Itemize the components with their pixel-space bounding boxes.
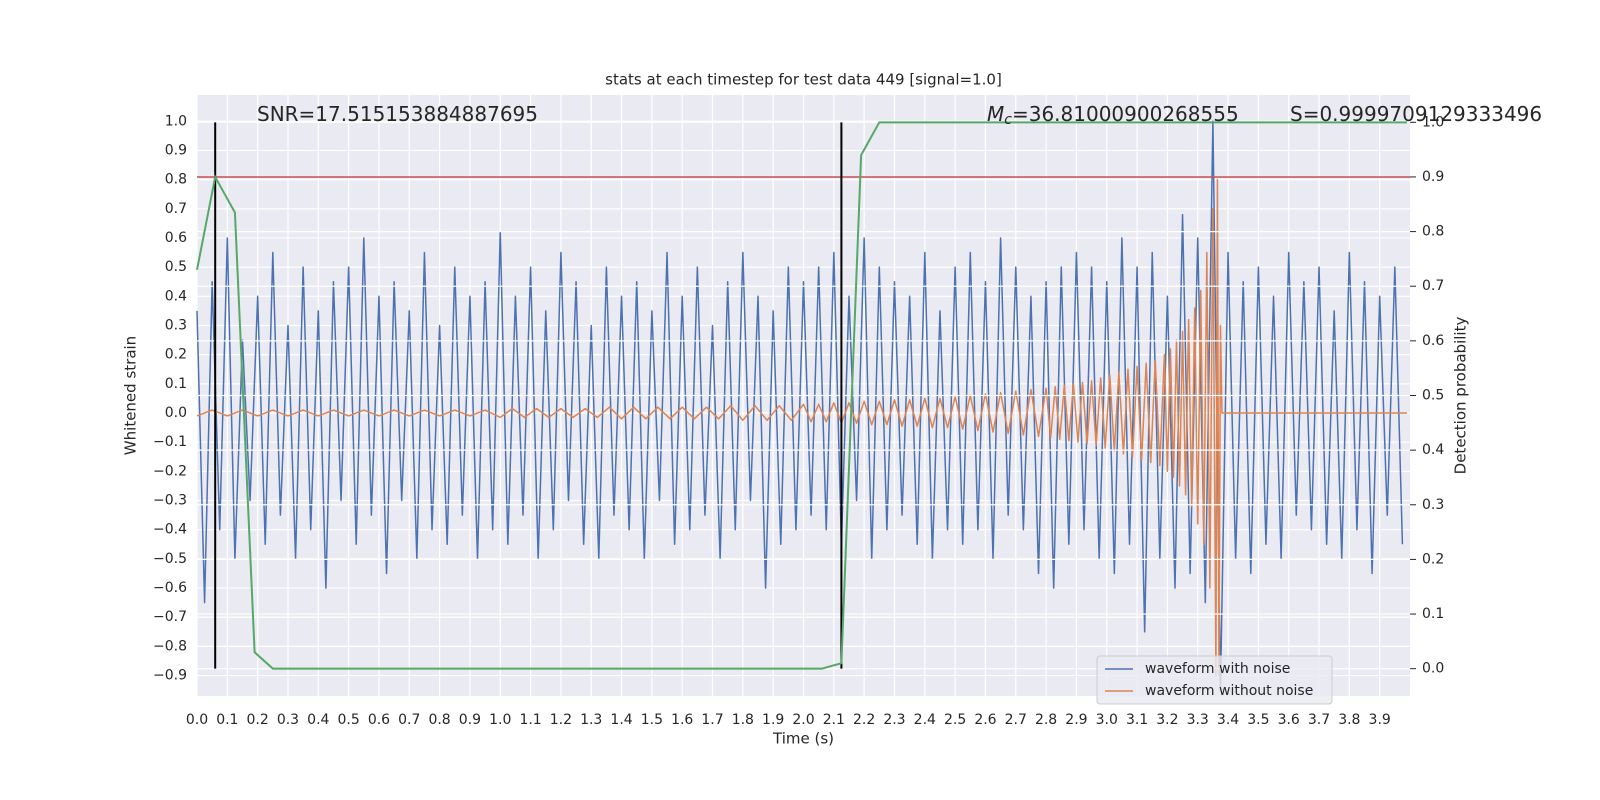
y-tick-label: 0.0: [165, 405, 187, 421]
annotation: Mc=36.81000900268555: [987, 102, 1239, 129]
x-tick-label: 0.0: [186, 712, 208, 728]
x-tick-label: 2.2: [853, 712, 875, 728]
x-tick-label: 0.8: [428, 712, 450, 728]
x-tick-label: 1.2: [550, 712, 572, 728]
annotation-text: SNR=17.515153884887695: [257, 102, 538, 126]
annotation: SNR=17.515153884887695: [257, 102, 538, 126]
x-tick-label: 1.9: [762, 712, 784, 728]
x-tick-label: 3.7: [1308, 712, 1330, 728]
x-tick-label: 3.5: [1247, 712, 1269, 728]
x-tick-label: 2.3: [883, 712, 905, 728]
x-tick-label: 2.5: [944, 712, 966, 728]
y-tick-label: 0.3: [165, 317, 187, 333]
x-tick-label: 2.6: [974, 712, 996, 728]
y-tick-label: 0.6: [165, 230, 187, 246]
annotation-subscript: c: [1004, 112, 1012, 128]
y2-tick-label: 0.7: [1422, 278, 1444, 294]
x-tick-label: 1.7: [701, 712, 723, 728]
x-tick-label: 0.3: [277, 712, 299, 728]
y-tick-label: −0.4: [153, 522, 187, 538]
x-tick-label: 0.4: [307, 712, 329, 728]
x-tick-label: 2.1: [823, 712, 845, 728]
y-tick-label: −0.9: [153, 668, 187, 684]
y2-tick-label: 0.8: [1422, 224, 1444, 240]
x-tick-label: 1.8: [732, 712, 754, 728]
x-tick-label: 2.9: [1065, 712, 1087, 728]
x-tick-label: 2.0: [792, 712, 814, 728]
x-tick-label: 1.5: [641, 712, 663, 728]
y-tick-label: 0.1: [165, 376, 187, 392]
y-tick-label: −0.2: [153, 463, 187, 479]
x-tick-label: 2.4: [914, 712, 936, 728]
legend-label: waveform without noise: [1145, 683, 1313, 699]
y-tick-label: −0.5: [153, 551, 187, 567]
x-axis-label: Time (s): [772, 730, 834, 748]
x-tick-label: 0.6: [368, 712, 390, 728]
x-tick-label: 3.8: [1338, 712, 1360, 728]
y2-tick-label: 0.0: [1422, 661, 1444, 677]
x-tick-label: 3.1: [1126, 712, 1148, 728]
y-axis-label: Whitened strain: [122, 336, 140, 455]
y-tick-label: −0.3: [153, 493, 187, 509]
x-tick-label: 1.3: [580, 712, 602, 728]
annotation-text: =36.81000900268555: [1012, 102, 1239, 126]
x-tick-label: 3.2: [1156, 712, 1178, 728]
legend-label: waveform with noise: [1145, 661, 1290, 677]
chart-title: stats at each timestep for test data 449…: [605, 71, 1002, 89]
annotation: S=0.9999709129333496: [1290, 102, 1542, 126]
y2-tick-label: 0.6: [1422, 333, 1444, 349]
y-tick-label: 0.2: [165, 347, 187, 363]
y-tick-label: 0.9: [165, 142, 187, 158]
annotation-text: S=0.9999709129333496: [1290, 102, 1542, 126]
x-tick-label: 3.9: [1369, 712, 1391, 728]
x-tick-label: 3.4: [1217, 712, 1239, 728]
x-tick-label: 1.1: [519, 712, 541, 728]
x-tick-label: 2.7: [1005, 712, 1027, 728]
y2-tick-label: 1.0: [1422, 114, 1444, 130]
y2-tick-label: 0.3: [1422, 497, 1444, 513]
x-tick-label: 0.5: [337, 712, 359, 728]
y-tick-label: −0.8: [153, 638, 187, 654]
x-tick-label: 0.7: [398, 712, 420, 728]
x-tick-label: 2.8: [1035, 712, 1057, 728]
x-tick-label: 0.9: [459, 712, 481, 728]
x-tick-label: 3.0: [1096, 712, 1118, 728]
y-tick-label: 0.7: [165, 201, 187, 217]
x-tick-label: 0.1: [216, 712, 238, 728]
x-tick-label: 1.6: [671, 712, 693, 728]
y2-axis-label: Detection probability: [1452, 317, 1470, 475]
x-tick-label: 1.0: [489, 712, 511, 728]
y-tick-label: −0.7: [153, 609, 187, 625]
y-tick-label: 1.0: [165, 113, 187, 129]
legend-box: [1096, 655, 1333, 705]
annotation-symbol: M: [987, 102, 1004, 126]
x-tick-label: 3.6: [1278, 712, 1300, 728]
y-tick-label: −0.6: [153, 580, 187, 596]
x-tick-label: 0.2: [247, 712, 269, 728]
y-tick-label: 0.8: [165, 172, 187, 188]
series-line: [196, 120, 1404, 691]
y-tick-label: −0.1: [153, 434, 187, 450]
x-tick-label: 3.3: [1187, 712, 1209, 728]
y2-tick-label: 0.5: [1422, 388, 1444, 404]
y2-tick-label: 0.2: [1422, 551, 1444, 567]
y2-tick-label: 0.4: [1422, 442, 1444, 458]
x-tick-label: 1.4: [610, 712, 632, 728]
y2-tick-label: 0.9: [1422, 169, 1444, 185]
y-tick-label: 0.4: [165, 288, 187, 304]
series-line: [196, 178, 1407, 677]
y2-tick-label: 0.1: [1422, 606, 1444, 622]
probability-line: [196, 121, 1407, 670]
y-tick-label: 0.5: [165, 259, 187, 275]
